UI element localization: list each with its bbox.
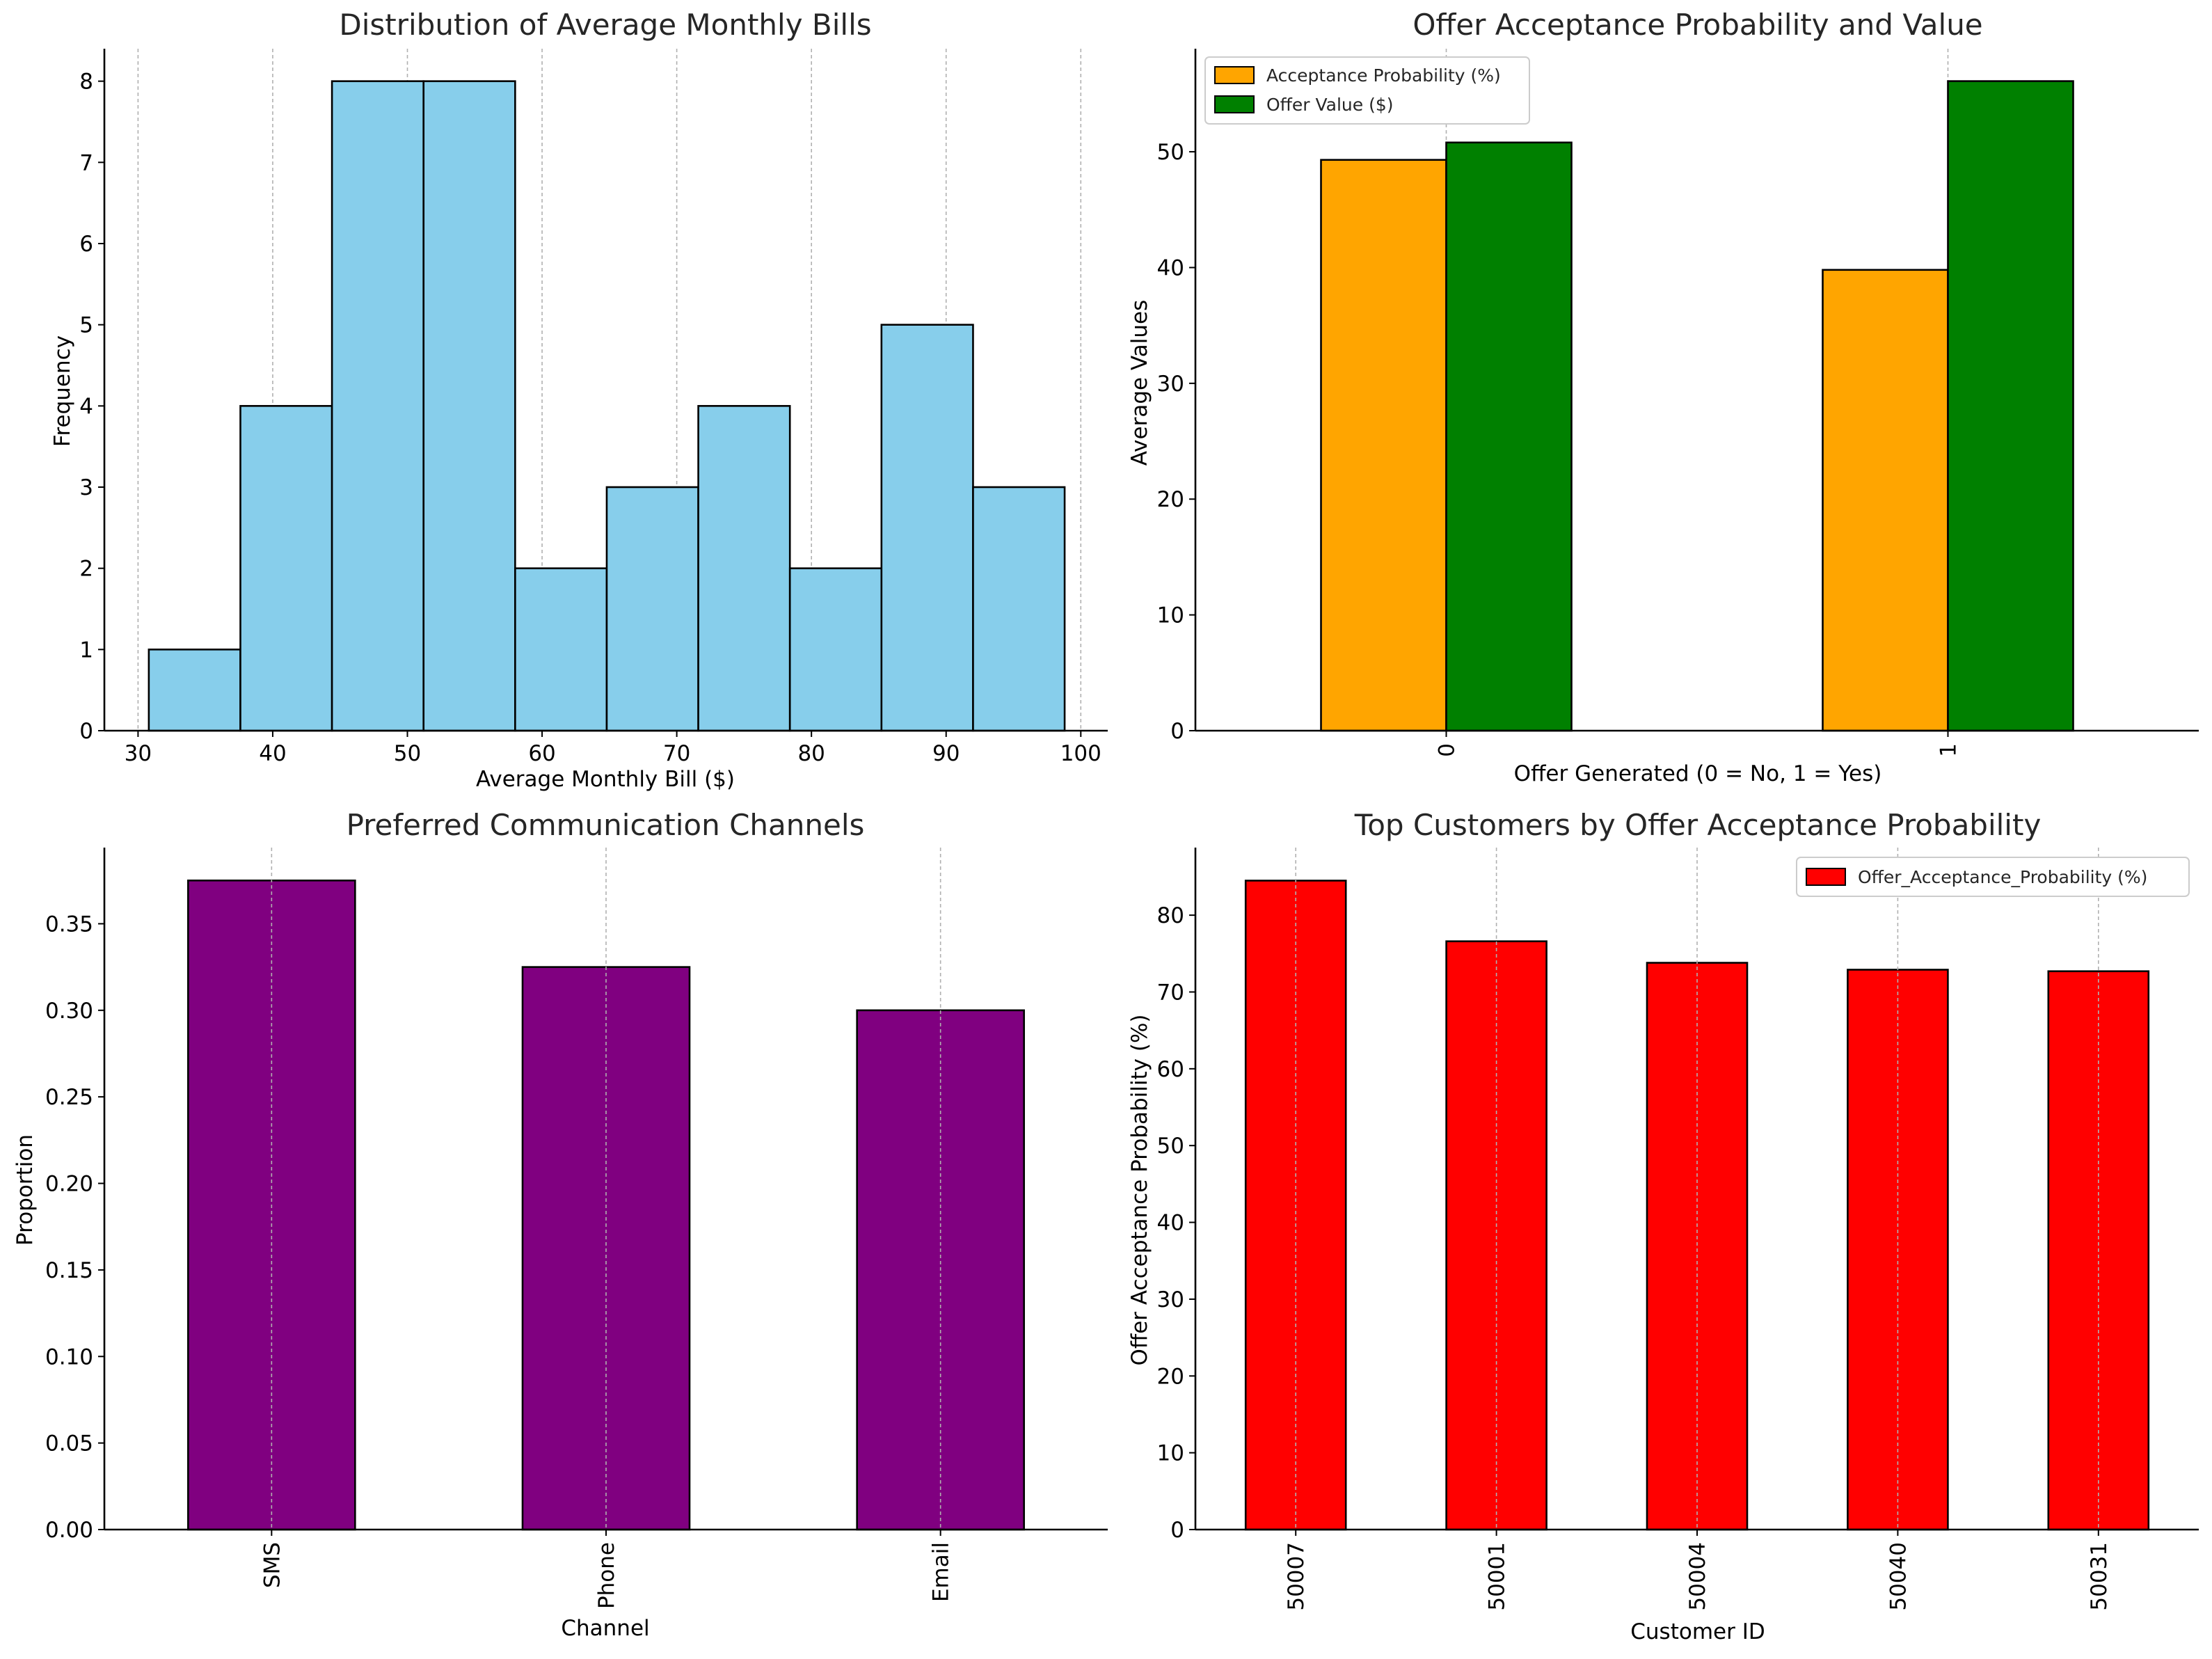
y-tick-label: 70 bbox=[1157, 980, 1184, 1005]
x-tick-label: 50007 bbox=[1284, 1542, 1309, 1611]
x-tick-label: 50040 bbox=[1886, 1542, 1911, 1611]
x-tick-label: 50 bbox=[394, 741, 421, 766]
y-tick-label: 0.35 bbox=[45, 912, 93, 937]
x-tick-label: Email bbox=[929, 1542, 954, 1602]
bar-offer-value bbox=[1947, 80, 2074, 732]
x-axis-label: Average Monthly Bill ($) bbox=[476, 767, 735, 792]
chart-title: Distribution of Average Monthly Bills bbox=[339, 8, 871, 42]
y-tick-label: 10 bbox=[1157, 603, 1184, 628]
chart-title: Offer Acceptance Probability and Value bbox=[1413, 8, 1982, 42]
legend-label: Acceptance Probability (%) bbox=[1266, 65, 1501, 86]
communication-channels-panel: Preferred Communication Channels Channel… bbox=[13, 808, 1108, 1641]
y-tick-label: 30 bbox=[1157, 372, 1184, 397]
y-tick-label: 0.10 bbox=[45, 1344, 93, 1370]
legend-label: Offer_Acceptance_Probability (%) bbox=[1858, 867, 2147, 887]
y-tick-label: 3 bbox=[79, 475, 93, 500]
x-axis-label: Customer ID bbox=[1630, 1619, 1765, 1644]
histogram-bar bbox=[972, 486, 1066, 732]
histogram-bar bbox=[239, 405, 333, 732]
x-tick-label: 70 bbox=[663, 741, 690, 766]
x-tick-label: SMS bbox=[260, 1542, 285, 1588]
y-tick-label: 50 bbox=[1157, 140, 1184, 165]
histogram-bar bbox=[697, 405, 791, 732]
y-tick-label: 0 bbox=[1170, 1518, 1184, 1543]
y-axis-label: Average Values bbox=[1127, 300, 1152, 466]
y-tick-label: 20 bbox=[1157, 1364, 1184, 1389]
x-tick-label: 0 bbox=[1435, 743, 1460, 757]
y-tick-label: 0.00 bbox=[45, 1518, 93, 1543]
bar-acceptance-probability bbox=[1320, 159, 1447, 732]
histogram-bar bbox=[880, 324, 974, 732]
y-tick-label: 5 bbox=[79, 313, 93, 338]
x-tick-label: 40 bbox=[259, 741, 286, 766]
y-axis-label: Offer Acceptance Probability (%) bbox=[1127, 1014, 1152, 1365]
y-tick-label: 60 bbox=[1157, 1057, 1184, 1082]
x-tick-label: 50001 bbox=[1485, 1542, 1510, 1611]
chart-title: Top Customers by Offer Acceptance Probab… bbox=[1354, 808, 2042, 842]
y-tick-label: 0 bbox=[79, 719, 93, 744]
x-tick-label: Phone bbox=[594, 1542, 619, 1609]
y-tick-label: 20 bbox=[1157, 487, 1184, 512]
y-tick-label: 10 bbox=[1157, 1441, 1184, 1466]
histogram-bar bbox=[788, 567, 883, 732]
histogram-bar bbox=[422, 80, 516, 732]
legend-box bbox=[1796, 857, 2190, 897]
y-tick-label: 40 bbox=[1157, 1211, 1184, 1236]
y-tick-label: 2 bbox=[79, 557, 93, 582]
x-tick-label: 50004 bbox=[1685, 1542, 1710, 1611]
x-tick-label: 50031 bbox=[2087, 1542, 2112, 1611]
y-tick-label: 0 bbox=[1170, 719, 1184, 744]
legend-swatch bbox=[1806, 868, 1846, 886]
x-tick-label: 1 bbox=[1936, 743, 1962, 757]
y-tick-label: 50 bbox=[1157, 1134, 1184, 1159]
y-tick-label: 40 bbox=[1157, 255, 1184, 280]
legend-swatch bbox=[1214, 95, 1255, 113]
histogram-bar bbox=[605, 486, 699, 732]
y-tick-label: 8 bbox=[79, 70, 93, 95]
legend-label: Offer Value ($) bbox=[1266, 95, 1394, 115]
histogram-bar bbox=[331, 80, 425, 732]
x-axis-label: Offer Generated (0 = No, 1 = Yes) bbox=[1514, 761, 1882, 786]
y-tick-label: 80 bbox=[1157, 903, 1184, 928]
x-tick-label: 100 bbox=[1060, 741, 1101, 766]
x-tick-label: 80 bbox=[797, 741, 825, 766]
y-tick-label: 7 bbox=[79, 150, 93, 175]
y-tick-label: 0.30 bbox=[45, 999, 93, 1024]
histogram-bar bbox=[514, 567, 608, 732]
y-tick-label: 30 bbox=[1157, 1287, 1184, 1312]
x-axis-label: Channel bbox=[561, 1616, 649, 1641]
legend-box bbox=[1204, 56, 1530, 125]
legend-swatch bbox=[1214, 66, 1255, 84]
bar-acceptance-probability bbox=[1822, 269, 1949, 732]
histogram-monthly-bills-panel: Distribution of Average Monthly Bills Av… bbox=[50, 8, 1108, 792]
y-tick-label: 0.05 bbox=[45, 1431, 93, 1456]
y-tick-label: 4 bbox=[79, 394, 93, 419]
x-tick-label: 60 bbox=[528, 741, 555, 766]
y-tick-label: 6 bbox=[79, 232, 93, 257]
y-tick-label: 1 bbox=[79, 637, 93, 662]
histogram-bar bbox=[148, 649, 241, 732]
top-customers-panel: Top Customers by Offer Acceptance Probab… bbox=[1127, 808, 2199, 1644]
y-tick-label: 0.20 bbox=[45, 1172, 93, 1197]
y-axis-label: Frequency bbox=[50, 335, 75, 447]
y-tick-label: 0.25 bbox=[45, 1085, 93, 1110]
y-axis-label: Proportion bbox=[13, 1134, 38, 1246]
x-tick-label: 90 bbox=[932, 741, 960, 766]
bar-offer-value bbox=[1445, 141, 1573, 732]
y-tick-label: 0.15 bbox=[45, 1258, 93, 1283]
offer-acceptance-panel: Offer Acceptance Probability and Value O… bbox=[1127, 8, 2199, 786]
x-tick-label: 30 bbox=[125, 741, 152, 766]
chart-title: Preferred Communication Channels bbox=[347, 808, 865, 842]
